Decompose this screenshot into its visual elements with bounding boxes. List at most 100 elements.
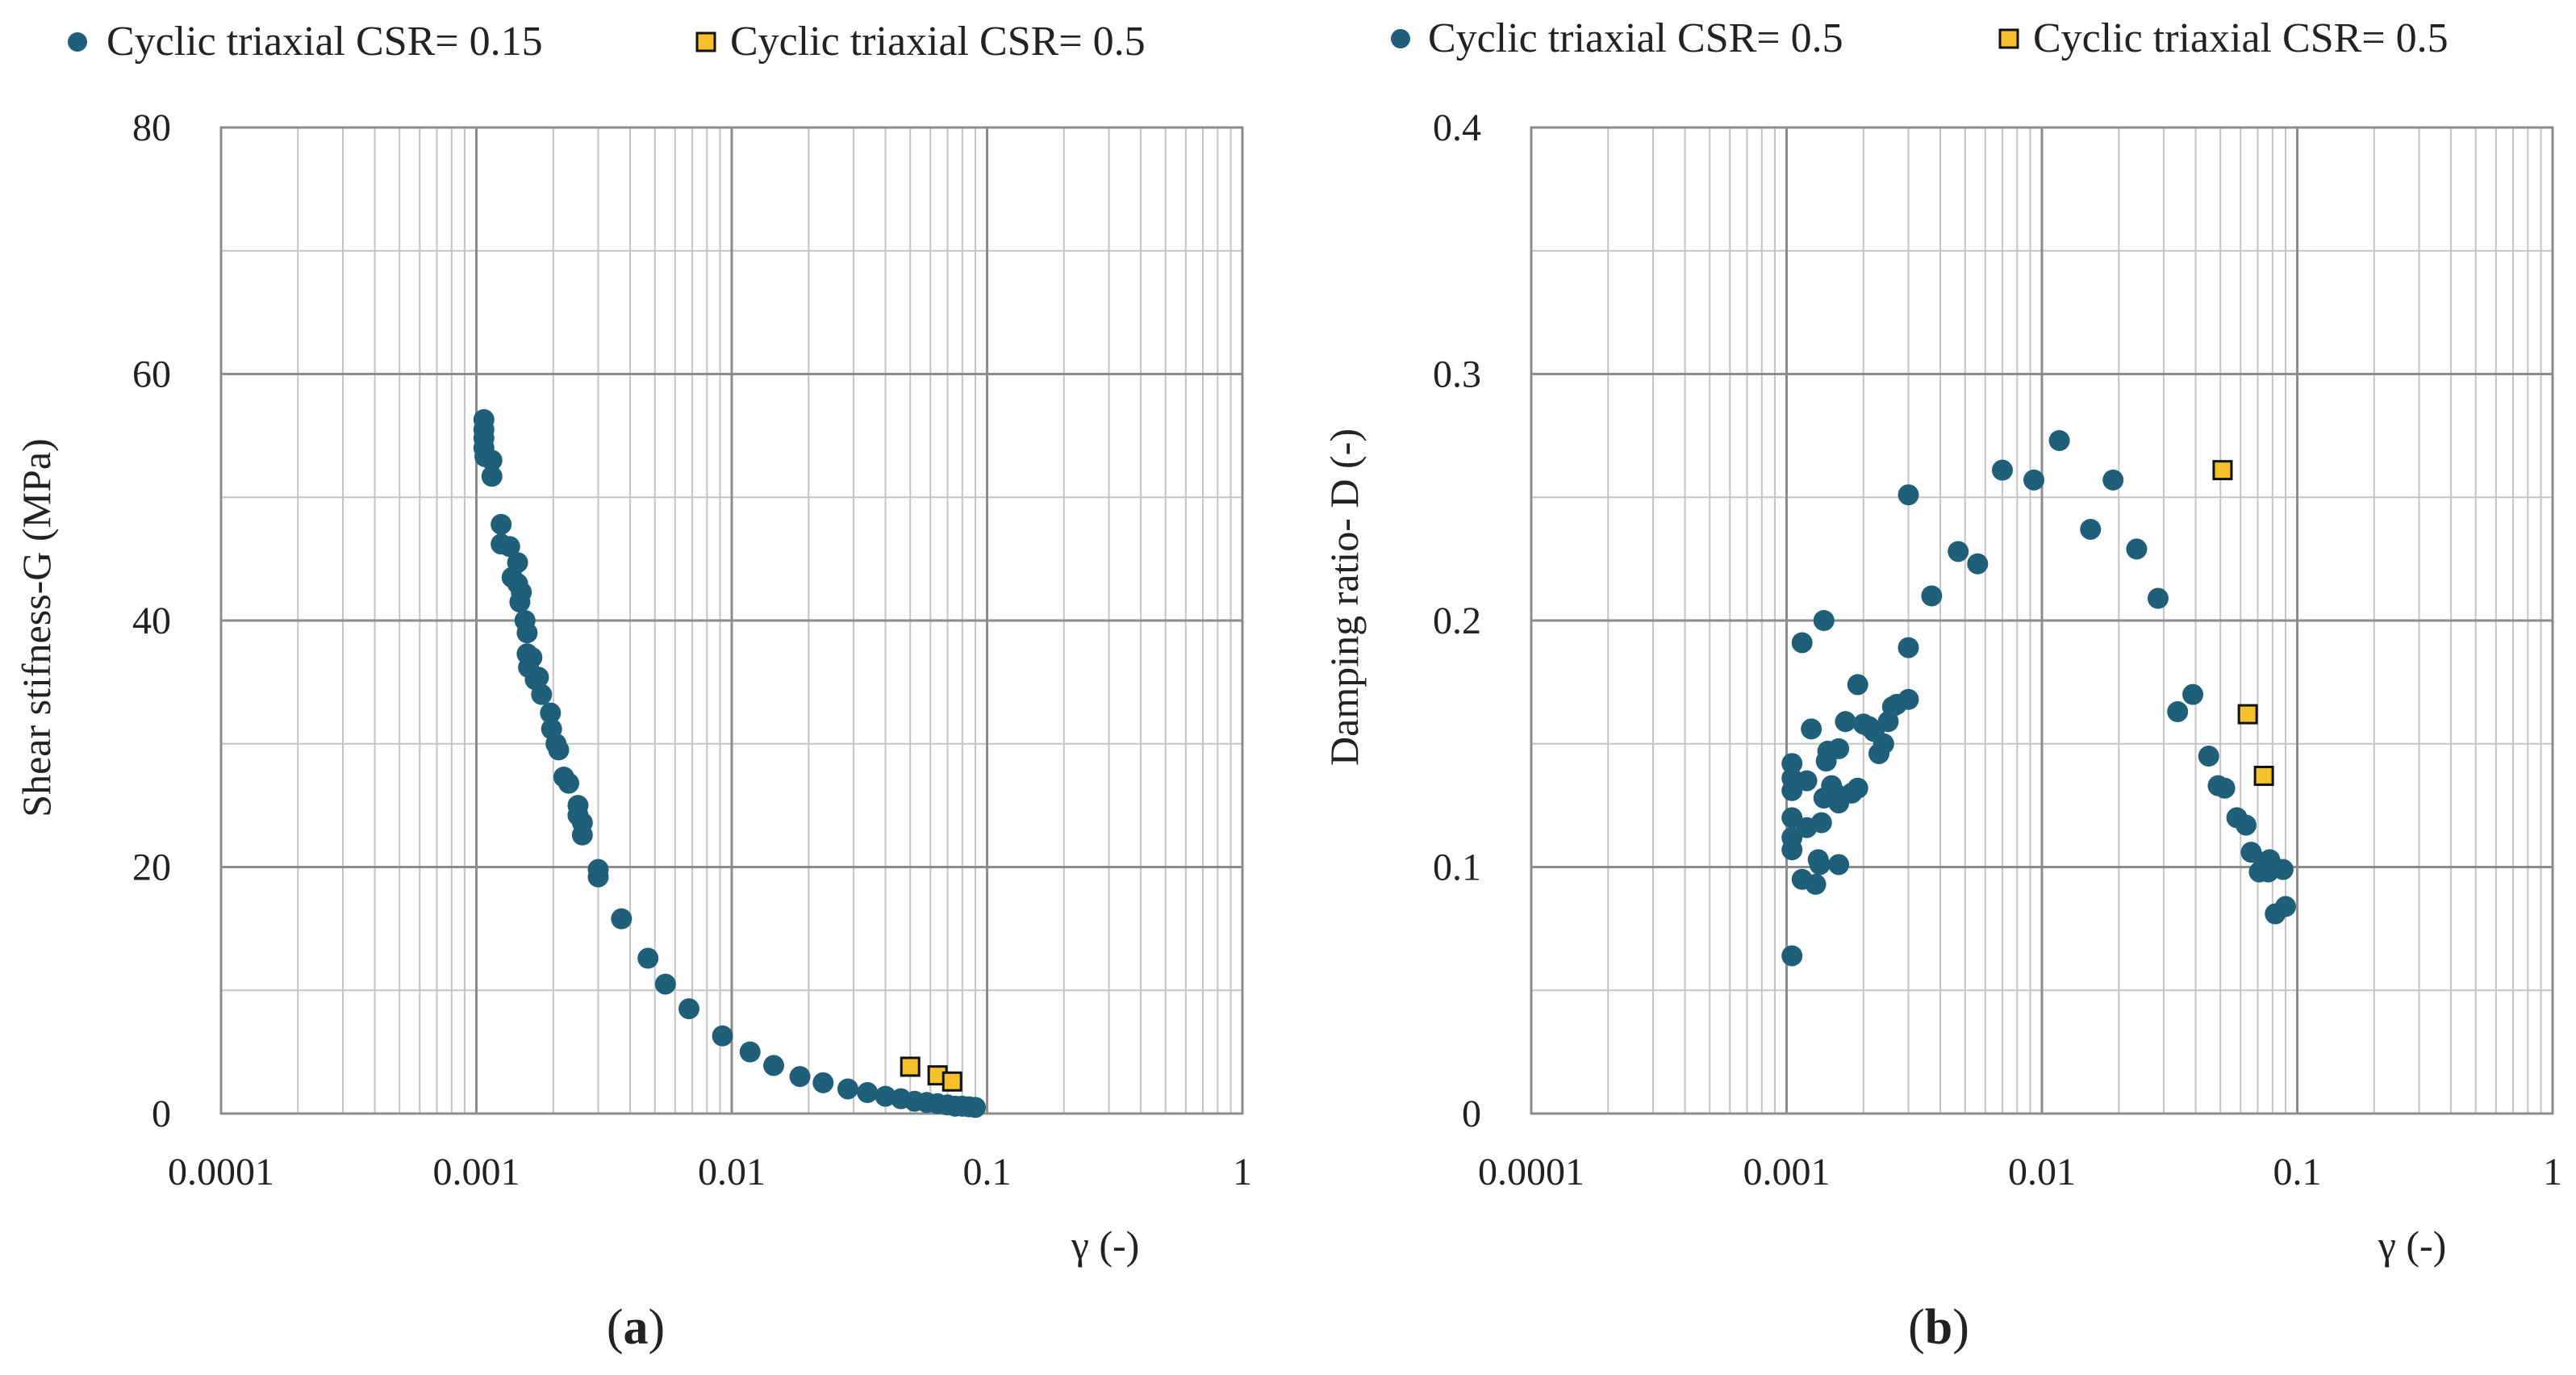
data-point-circle — [1781, 826, 1803, 848]
data-point-circle — [2048, 429, 2070, 451]
data-point-circle — [557, 772, 579, 794]
data-point-circle — [2275, 896, 2297, 917]
x-tick-label: 0.01 — [2008, 1151, 2076, 1193]
x-tick-label: 0.001 — [1743, 1151, 1831, 1193]
data-point-circle — [491, 513, 512, 535]
x-tick-label: 1 — [1233, 1151, 1252, 1193]
data-point-circle — [1948, 541, 1969, 562]
x-tick-label: 0.0001 — [168, 1151, 274, 1193]
y-tick-label: 0 — [1462, 1093, 1481, 1135]
data-point-circle — [678, 998, 699, 1020]
y-tick-label: 0 — [152, 1093, 171, 1135]
legend-label: Cyclic triaxial CSR= 0.5 — [1428, 15, 1843, 61]
ticks-a: 0.0001 0.001 0.01 0.1 1 0 20 40 60 80 — [132, 107, 1252, 1193]
data-point-circle — [1835, 711, 1856, 733]
x-tick-label: 0.1 — [963, 1151, 1012, 1193]
x-axis-label: γ (-) — [2378, 1222, 2447, 1268]
panel-label-letter: a — [624, 1300, 649, 1355]
y-tick-label: 0.3 — [1433, 353, 1481, 396]
data-point-circle — [528, 667, 549, 688]
data-point-circle — [516, 622, 538, 644]
legend-a: Cyclic triaxial CSR= 0.15 Cyclic triaxia… — [68, 19, 1146, 65]
plot-frame — [219, 126, 1244, 1115]
data-point-circle — [540, 702, 562, 724]
data-point-circle — [521, 646, 543, 668]
points-b — [1781, 429, 2297, 967]
data-point-circle — [1921, 585, 1943, 607]
data-point-circle — [507, 552, 528, 574]
legend-label: Cyclic triaxial CSR= 0.5 — [2033, 15, 2449, 61]
data-point-circle — [531, 683, 553, 705]
legend-marker-circle — [68, 32, 87, 52]
y-tick-label: 40 — [132, 600, 171, 642]
data-point-circle — [481, 449, 503, 471]
data-point-circle — [2214, 777, 2236, 799]
data-point-circle — [1828, 854, 1850, 876]
legend-label: Cyclic triaxial CSR= 0.5 — [730, 19, 1146, 65]
data-point-circle — [2080, 518, 2102, 540]
panel-label-prefix: ( — [607, 1300, 624, 1355]
data-point-circle — [1805, 873, 1827, 895]
data-point-square — [2253, 765, 2274, 786]
data-point-circle — [511, 581, 532, 603]
data-point-circle — [789, 1066, 811, 1088]
data-point-circle — [1801, 718, 1822, 740]
x-tick-label: 1 — [2543, 1151, 2562, 1193]
y-tick-label: 0.1 — [1433, 846, 1481, 889]
data-point-circle — [1847, 777, 1868, 799]
data-point-circle — [739, 1041, 761, 1063]
data-point-circle — [1810, 812, 1832, 834]
legend-b: Cyclic triaxial CSR= 0.5 Cyclic triaxial… — [1391, 15, 2449, 61]
data-point-circle — [1898, 688, 1919, 710]
data-point-circle — [1809, 854, 1831, 876]
grid-b — [1530, 126, 2554, 1115]
data-point-circle — [2126, 538, 2148, 560]
data-point-circle — [2272, 859, 2294, 880]
data-point-square — [2237, 704, 2258, 725]
data-point-circle — [965, 1097, 987, 1118]
panel-label-suffix: ) — [649, 1300, 666, 1355]
data-point-circle — [611, 908, 633, 930]
data-point-circle — [2023, 469, 2045, 491]
plot-frame — [1530, 126, 2554, 1115]
data-point-circle — [1991, 459, 2013, 481]
y-tick-label: 0.4 — [1433, 107, 1481, 149]
data-point-circle — [2167, 701, 2189, 723]
data-point-circle — [1873, 733, 1894, 754]
data-point-circle — [875, 1085, 896, 1107]
data-point-circle — [499, 536, 520, 558]
data-point-circle — [2235, 814, 2257, 836]
data-point-square — [2212, 460, 2233, 481]
legend-marker-circle — [1391, 29, 1410, 48]
data-point-circle — [637, 947, 659, 969]
y-tick-label: 0.2 — [1433, 600, 1481, 642]
y-tick-label: 80 — [132, 107, 171, 149]
legend-marker-square — [695, 31, 716, 52]
panel-label-letter: b — [1925, 1300, 1952, 1355]
x-tick-label: 0.01 — [698, 1151, 766, 1193]
data-point-circle — [1781, 945, 1803, 967]
data-point-circle — [481, 466, 503, 487]
data-point-circle — [837, 1078, 858, 1100]
data-point-circle — [1796, 770, 1818, 792]
data-point-circle — [712, 1025, 733, 1047]
data-point-square — [941, 1071, 962, 1092]
data-point-circle — [587, 866, 609, 888]
data-point-circle — [1898, 484, 1919, 506]
legend-marker-square — [1998, 28, 2019, 49]
data-point-circle — [2102, 469, 2124, 491]
panel-label-a: (a) — [607, 1300, 665, 1355]
data-point-circle — [763, 1055, 785, 1076]
data-point-circle — [1847, 674, 1868, 696]
data-point-circle — [857, 1082, 879, 1104]
y-tick-label: 20 — [132, 846, 171, 889]
y-axis-label: Damping ratio- D (-) — [1321, 428, 1367, 766]
legend-label: Cyclic triaxial CSR= 0.15 — [106, 19, 543, 65]
panel-label-suffix: ) — [1952, 1300, 1969, 1355]
panel-label-b: (b) — [1908, 1300, 1969, 1355]
data-point-circle — [2147, 587, 2169, 609]
ticks-b: 0.0001 0.001 0.01 0.1 1 0 0.1 0.2 0.3 0.4 — [1433, 107, 2562, 1193]
data-point-square — [900, 1056, 921, 1077]
chart-panel-a: Cyclic triaxial CSR= 0.15 Cyclic triaxia… — [14, 19, 1252, 1355]
